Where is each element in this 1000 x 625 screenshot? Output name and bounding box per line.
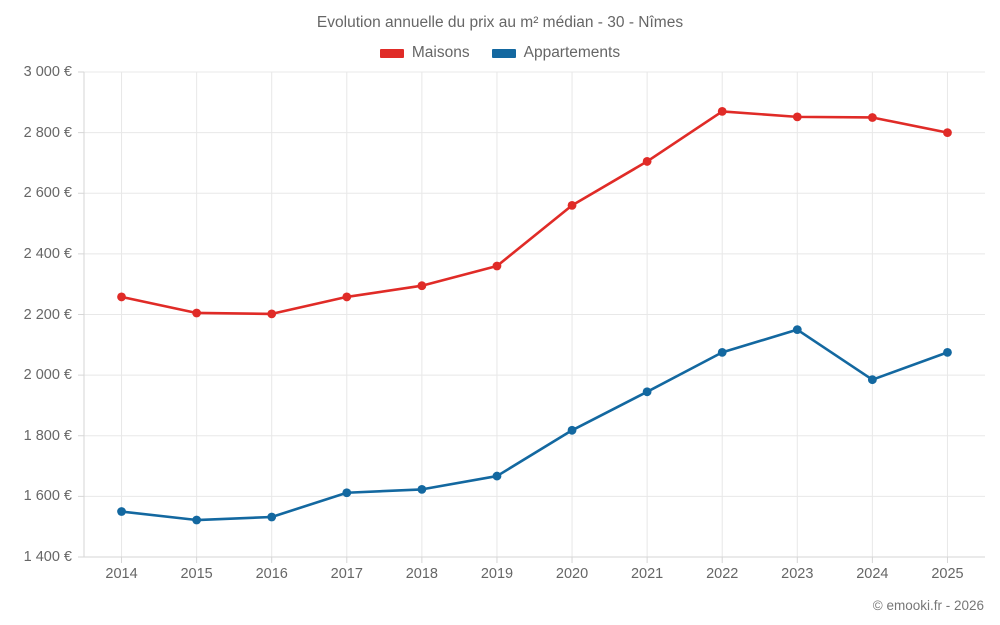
x-axis-tick-label: 2017	[330, 566, 363, 582]
data-point[interactable]	[417, 485, 427, 494]
data-point[interactable]	[642, 387, 652, 397]
y-axis-tick-label: 3 000 €	[23, 64, 72, 80]
data-point[interactable]	[717, 347, 727, 357]
x-axis-tick-label: 2025	[931, 566, 964, 582]
data-point[interactable]	[267, 512, 277, 522]
legend-label: Maisons	[411, 44, 470, 61]
data-point[interactable]	[792, 325, 802, 335]
x-axis-tick-label: 2019	[480, 566, 514, 582]
y-axis-labels: 1 400 € 1 600 € 1 800 € 2 000 € 2 200 € 2 400…	[0, 0, 72, 625]
y-axis-tick-label: 2 200 €	[23, 306, 72, 323]
data-point[interactable]	[717, 107, 727, 116]
x-axis-tick-label: 2015	[180, 566, 213, 582]
data-point[interactable]	[867, 113, 877, 122]
legend-item-maisons[interactable]: Maisons	[379, 44, 470, 62]
data-point[interactable]	[342, 292, 352, 302]
series-line-appartements	[120, 328, 949, 522]
data-point[interactable]	[492, 261, 502, 271]
y-axis-tick-label: 2 000 €	[23, 367, 72, 384]
y-axis-tick-label: 1 800 €	[23, 427, 72, 444]
data-point[interactable]	[943, 347, 952, 357]
x-axis-tick-label: 2014	[105, 566, 138, 582]
data-point[interactable]	[417, 281, 427, 291]
y-axis-tick-label: 2 400 €	[23, 245, 72, 262]
y-axis-tick-label: 1 600 €	[23, 488, 72, 505]
x-axis-tick-label: 2018	[405, 566, 439, 582]
data-point[interactable]	[192, 515, 202, 525]
x-axis-tick-label: 2016	[255, 566, 288, 582]
x-axis-tick-label: 2023	[781, 566, 814, 582]
data-point[interactable]	[492, 471, 502, 481]
y-axis-tick-label: 1 400 €	[23, 549, 72, 565]
legend-item-appartements[interactable]: Appartements	[491, 44, 621, 62]
data-point[interactable]	[943, 128, 952, 138]
data-point[interactable]	[192, 308, 202, 318]
data-point[interactable]	[867, 375, 877, 385]
legend-swatch-icon	[379, 48, 404, 58]
x-axis-tick-label: 2022	[706, 566, 739, 582]
data-point[interactable]	[117, 292, 126, 302]
y-axis-tick-label: 2 800 €	[23, 124, 72, 141]
data-point[interactable]	[342, 488, 352, 498]
legend-swatch-icon	[491, 48, 516, 58]
data-point[interactable]	[117, 507, 126, 516]
x-axis-tick-label: 2021	[630, 566, 664, 582]
data-point[interactable]	[792, 112, 802, 122]
x-axis-tick-label: 2020	[555, 566, 589, 582]
data-point[interactable]	[642, 157, 652, 166]
chart-legend: Maisons Appartements	[0, 44, 1000, 62]
chart-title: Evolution annuelle du prix au m² médian …	[316, 14, 684, 31]
x-axis-tick-label: 2024	[856, 566, 889, 582]
series-line-maisons	[120, 110, 949, 316]
legend-label: Appartements	[523, 44, 621, 61]
data-point[interactable]	[567, 200, 577, 210]
data-point[interactable]	[567, 425, 577, 435]
credit-text: © emooki.fr - 2026	[872, 598, 984, 613]
y-axis-tick-label: 2 600 €	[23, 185, 72, 202]
data-point[interactable]	[267, 309, 277, 319]
